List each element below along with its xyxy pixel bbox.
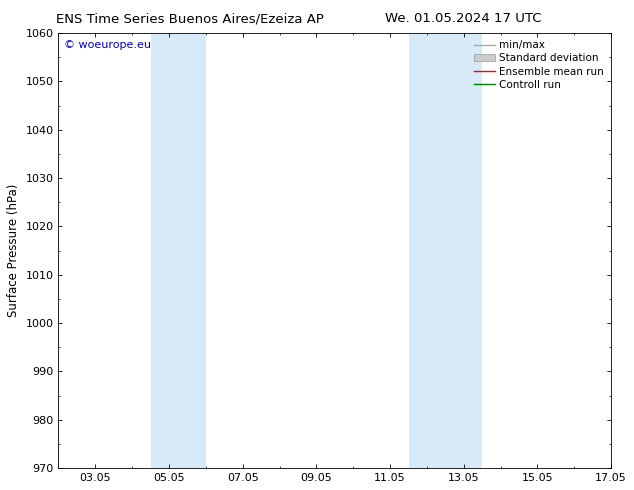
Text: © woeurope.eu: © woeurope.eu [64, 40, 151, 49]
Text: ENS Time Series Buenos Aires/Ezeiza AP: ENS Time Series Buenos Aires/Ezeiza AP [56, 12, 324, 25]
Legend: min/max, Standard deviation, Ensemble mean run, Controll run: min/max, Standard deviation, Ensemble me… [470, 36, 608, 94]
Bar [408, 33, 482, 468]
Bar [151, 33, 206, 468]
Y-axis label: Surface Pressure (hPa): Surface Pressure (hPa) [7, 184, 20, 318]
Text: We. 01.05.2024 17 UTC: We. 01.05.2024 17 UTC [385, 12, 541, 25]
